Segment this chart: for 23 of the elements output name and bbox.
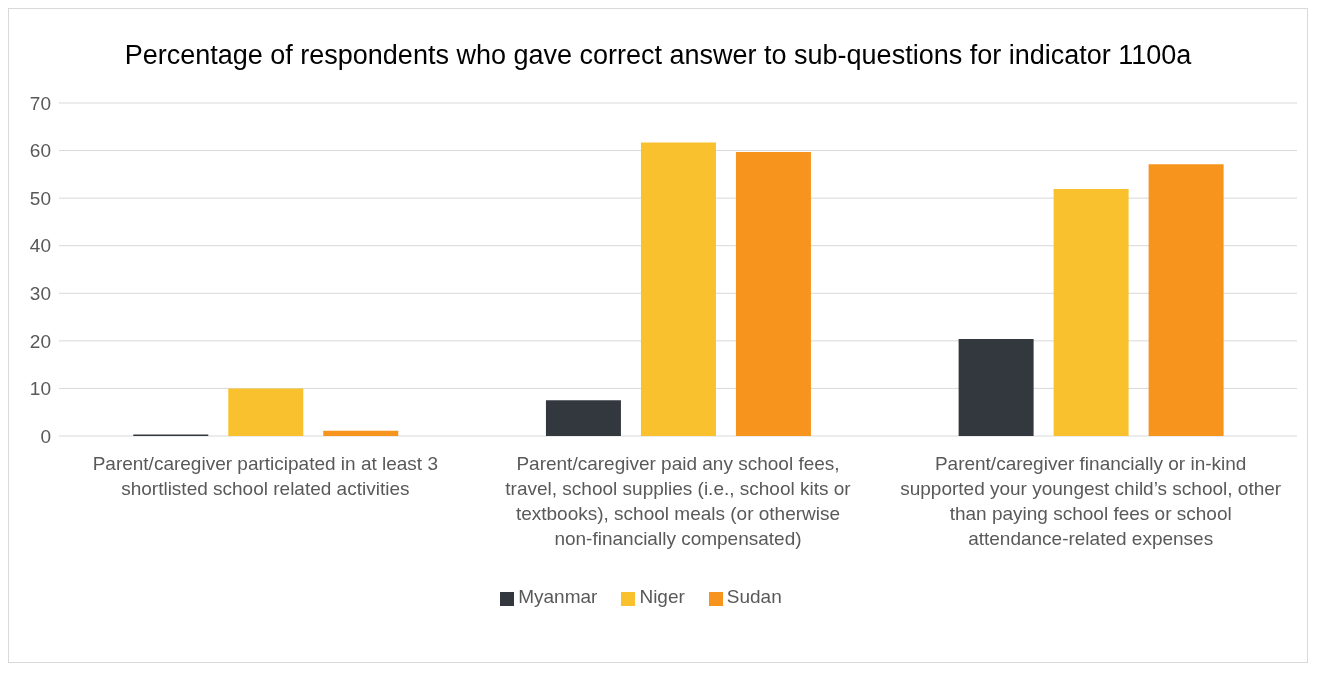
y-tick-label: 30 [29, 283, 51, 305]
bar [1148, 164, 1224, 436]
y-tick-label: 20 [29, 330, 51, 352]
x-tick-label: Parent/caregiver participated in at least 3 shortlisted school related activities [92, 453, 439, 499]
y-tick-label: 0 [40, 425, 51, 447]
legend-label: Niger [639, 586, 685, 607]
y-tick-label: 10 [29, 378, 51, 400]
x-tick-label: Parent/caregiver financially or in-kind supported your youngest child’s school, other than paying school fees or school attendance-related expenses [900, 453, 1282, 549]
y-tick-label: 70 [29, 92, 51, 114]
chart-title: Percentage of respondents who gave correct answer to sub-questions for indicator 1100a [123, 39, 1193, 72]
bar [228, 388, 304, 436]
x-tick-label: Parent/caregiver paid any school fees, travel, school supplies (i.e., school kits or textbooks), school meals (or otherwise non-financially compensated) [505, 453, 852, 549]
bar [958, 338, 1034, 436]
bar [545, 400, 621, 436]
bar [735, 152, 811, 436]
bar [640, 142, 716, 436]
y-tick-label: 60 [29, 140, 51, 162]
bar [1053, 189, 1129, 436]
y-tick-label: 50 [29, 187, 51, 209]
legend-label: Myanmar [518, 586, 598, 607]
y-tick-label: 40 [29, 235, 51, 257]
bar [323, 430, 399, 436]
legend-label: Sudan [726, 586, 782, 607]
